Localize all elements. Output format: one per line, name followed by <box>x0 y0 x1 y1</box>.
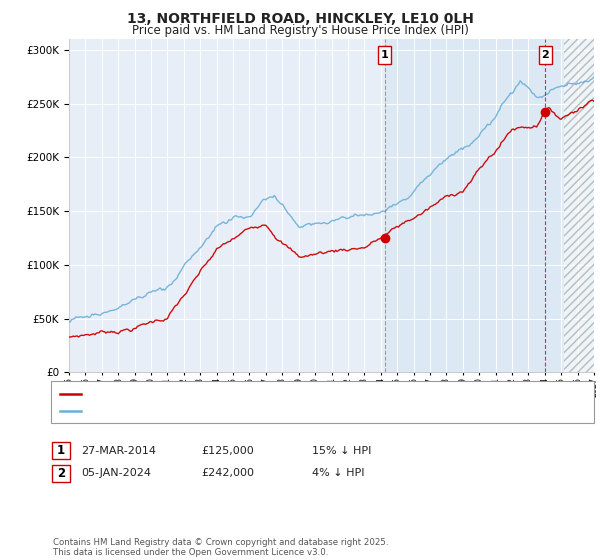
Text: Contains HM Land Registry data © Crown copyright and database right 2025.
This d: Contains HM Land Registry data © Crown c… <box>53 538 388 557</box>
Text: 2: 2 <box>541 50 549 60</box>
Bar <box>385 39 594 372</box>
Text: 4% ↓ HPI: 4% ↓ HPI <box>312 468 365 478</box>
Text: £125,000: £125,000 <box>201 446 254 456</box>
Text: 27-MAR-2014: 27-MAR-2014 <box>81 446 156 456</box>
Text: 2: 2 <box>57 466 65 480</box>
Text: 13, NORTHFIELD ROAD, HINCKLEY, LE10 0LH: 13, NORTHFIELD ROAD, HINCKLEY, LE10 0LH <box>127 12 473 26</box>
Text: 13, NORTHFIELD ROAD, HINCKLEY, LE10 0LH (semi-detached house): 13, NORTHFIELD ROAD, HINCKLEY, LE10 0LH … <box>84 389 419 399</box>
Text: 1: 1 <box>381 50 389 60</box>
Text: 15% ↓ HPI: 15% ↓ HPI <box>312 446 371 456</box>
Text: 05-JAN-2024: 05-JAN-2024 <box>81 468 151 478</box>
Bar <box>378 46 391 64</box>
Text: 1: 1 <box>57 444 65 458</box>
Bar <box>539 46 551 64</box>
Text: £242,000: £242,000 <box>201 468 254 478</box>
Text: HPI: Average price, semi-detached house, Hinckley and Bosworth: HPI: Average price, semi-detached house,… <box>84 406 404 416</box>
Text: Price paid vs. HM Land Registry's House Price Index (HPI): Price paid vs. HM Land Registry's House … <box>131 24 469 37</box>
